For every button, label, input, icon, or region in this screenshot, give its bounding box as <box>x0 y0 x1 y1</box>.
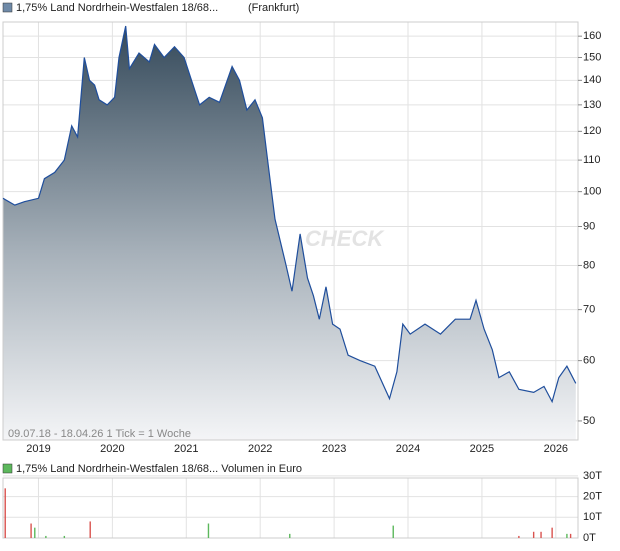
volume-bar <box>45 535 47 538</box>
volume-frame <box>2 477 579 539</box>
volume-bar <box>289 533 291 538</box>
volume-bar <box>30 523 32 538</box>
y-tick-label: 130 <box>583 99 601 111</box>
x-tick-label: 2024 <box>396 443 420 455</box>
legend-swatch <box>2 463 13 474</box>
y-tick-label: 150 <box>583 51 601 63</box>
y-tick-label: 140 <box>583 74 601 86</box>
volume-bar <box>207 523 210 538</box>
volume-bar <box>89 521 91 538</box>
y-tick-label: 20T <box>583 491 602 503</box>
y-tick-label: 60 <box>583 355 595 367</box>
legend-swatch <box>2 2 13 13</box>
y-tick-label: 30T <box>583 470 602 482</box>
y-tick-label: 160 <box>583 30 601 42</box>
volume-bar <box>63 535 66 538</box>
volume-bar <box>532 531 535 538</box>
volume-bar <box>540 531 542 538</box>
volume-bar <box>551 527 553 538</box>
y-tick-label: 120 <box>583 125 601 137</box>
y-tick-label: 10T <box>583 511 602 523</box>
plot-frame <box>2 21 579 441</box>
volume-bar <box>569 533 572 538</box>
volume-bar <box>392 525 394 538</box>
volume-bar <box>566 533 568 538</box>
price-line <box>2 25 577 404</box>
y-tick-label: 110 <box>583 154 601 166</box>
x-tick-label: 2019 <box>26 443 50 455</box>
y-tick-label: 90 <box>583 220 595 232</box>
exchange: (Frankfurt) <box>248 2 299 14</box>
x-tick-label: 2022 <box>248 443 272 455</box>
area-fill <box>3 26 576 440</box>
volume-title: 1,75% Land Nordrhein-Westfalen 18/68... … <box>16 463 302 475</box>
x-tick-label: 2021 <box>174 443 198 455</box>
footer: 09.07.18 - 18.04.26 1 Tick = 1 Woche <box>8 428 191 440</box>
y-tick-label: 100 <box>583 186 601 198</box>
volume-bar <box>518 535 520 538</box>
y-tick-label: 0T <box>583 532 596 544</box>
y-tick-label: 80 <box>583 259 595 271</box>
x-tick-label: 2025 <box>470 443 494 455</box>
x-tick-label: 2023 <box>322 443 346 455</box>
y-tick-label: 70 <box>583 304 595 316</box>
volume-bar <box>34 527 36 538</box>
chart-title: 1,75% Land Nordrhein-Westfalen 18/68... <box>16 2 218 14</box>
y-tick-label: 50 <box>583 415 595 427</box>
x-tick-label: 2026 <box>544 443 568 455</box>
volume-bar <box>4 488 6 538</box>
x-tick-label: 2020 <box>100 443 124 455</box>
watermark: CHECK <box>305 226 385 251</box>
